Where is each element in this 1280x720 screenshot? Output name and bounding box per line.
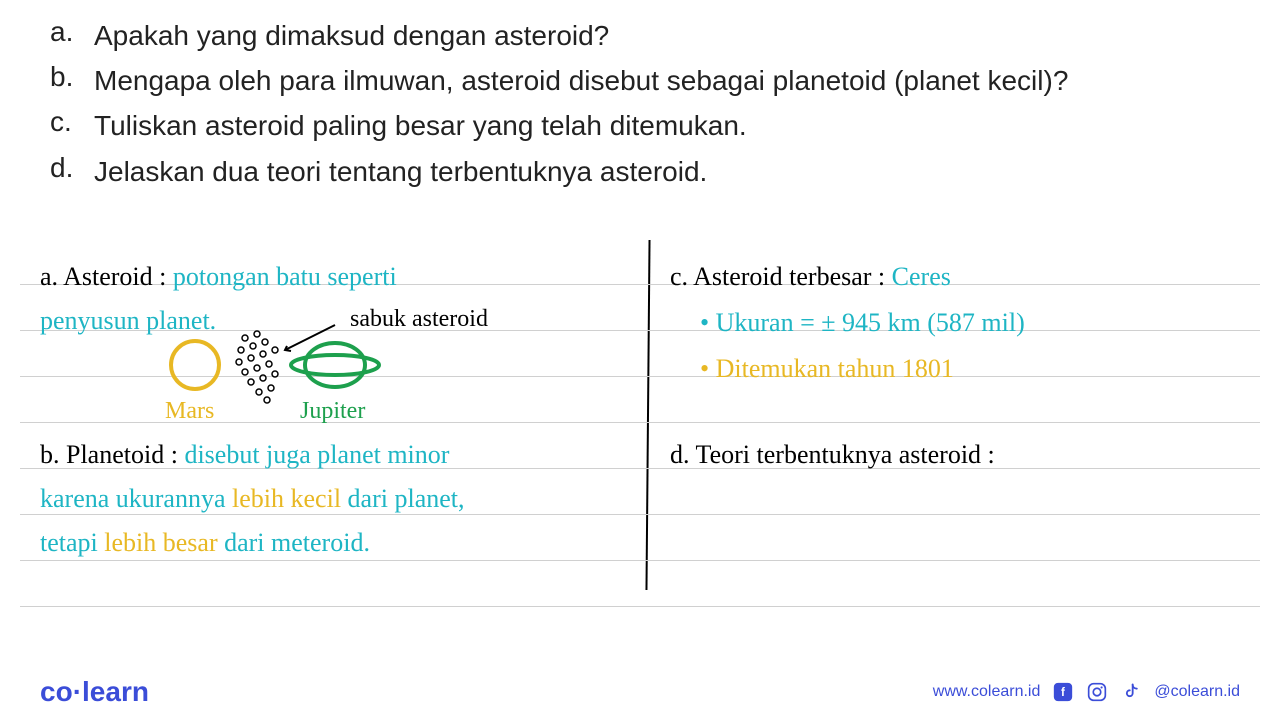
question-letter: b.: [50, 61, 94, 100]
question-b: b. Mengapa oleh para ilmuwan, asteroid d…: [50, 61, 1230, 100]
footer: co·learn www.colearn.id f @colearn.id: [0, 676, 1280, 708]
svg-text:f: f: [1061, 686, 1065, 699]
answer-c-prefix: c. Asteroid terbesar : Ceres: [670, 262, 951, 292]
question-letter: c.: [50, 106, 94, 145]
question-text: Mengapa oleh para ilmuwan, asteroid dise…: [94, 61, 1068, 100]
question-letter: d.: [50, 152, 94, 191]
logo-co: co: [40, 676, 73, 707]
text: b. Planetoid :: [40, 440, 178, 469]
mars-label: Mars: [165, 398, 214, 425]
question-text: Jelaskan dua teori tentang terbentuknya …: [94, 152, 707, 191]
answer-b-prefix: b. Planetoid : disebut juga planet minor: [40, 440, 449, 470]
footer-url: www.colearn.id: [933, 683, 1041, 701]
facebook-icon: f: [1052, 681, 1074, 703]
logo-learn: learn: [82, 676, 149, 707]
answer-b-line2: karena ukurannya lebih kecil dari planet…: [40, 484, 465, 514]
vertical-divider: [645, 240, 650, 590]
text: dari meteroid.: [224, 528, 370, 557]
answer-c-size: • Ukuran = ± 945 km (587 mil): [700, 308, 1025, 338]
brand-logo: co·learn: [40, 676, 149, 708]
text-blue: potongan batu seperti: [173, 262, 397, 291]
text: karena ukurannya: [40, 484, 226, 513]
footer-right: www.colearn.id f @colearn.id: [933, 681, 1240, 703]
text: lebih besar: [104, 528, 217, 557]
tiktok-icon: [1120, 681, 1142, 703]
footer-handle: @colearn.id: [1154, 683, 1240, 701]
text: lebih kecil: [232, 484, 341, 513]
answer-b-line3: tetapi lebih besar dari meteroid.: [40, 528, 370, 558]
logo-dot: ·: [73, 676, 82, 707]
question-text: Apakah yang dimaksud dengan asteroid?: [94, 16, 609, 55]
answer-a-prefix: a. Asteroid : potongan batu seperti: [40, 262, 397, 292]
instagram-icon: [1086, 681, 1108, 703]
text: a. Asteroid :: [40, 262, 166, 291]
question-d: d. Jelaskan dua teori tentang terbentukn…: [50, 152, 1230, 191]
question-c: c. Tuliskan asteroid paling besar yang t…: [50, 106, 1230, 145]
text-blue: Ceres: [892, 262, 951, 291]
jupiter-label: Jupiter: [300, 398, 365, 425]
text: c. Asteroid terbesar :: [670, 262, 885, 291]
question-text: Tuliskan asteroid paling besar yang tela…: [94, 106, 747, 145]
text: dari planet,: [348, 484, 465, 513]
question-a: a. Apakah yang dimaksud dengan asteroid?: [50, 16, 1230, 55]
text-blue: disebut juga planet minor: [184, 440, 449, 469]
question-list: a. Apakah yang dimaksud dengan asteroid?…: [0, 0, 1280, 191]
answer-c-found: • Ditemukan tahun 1801: [700, 354, 954, 384]
text: tetapi: [40, 528, 98, 557]
answer-d-prefix: d. Teori terbentuknya asteroid :: [670, 440, 995, 470]
question-letter: a.: [50, 16, 94, 55]
